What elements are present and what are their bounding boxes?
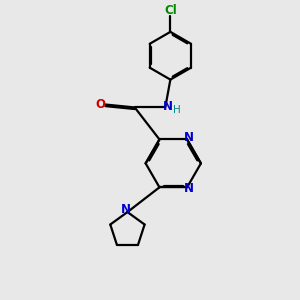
Text: Cl: Cl [164,4,177,16]
Text: N: N [121,203,131,216]
Text: N: N [184,182,194,195]
Text: O: O [95,98,105,111]
Text: H: H [173,105,181,116]
Text: N: N [163,100,172,113]
Text: N: N [184,131,194,145]
